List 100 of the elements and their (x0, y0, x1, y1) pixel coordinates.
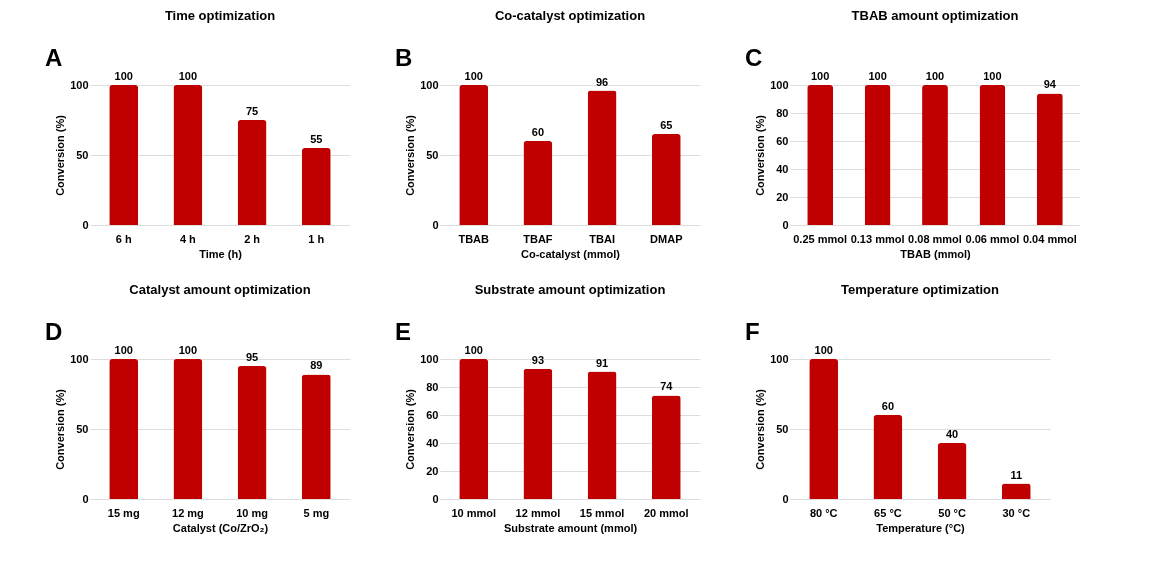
bar (237, 120, 267, 225)
y-tick-label: 0 (432, 492, 439, 505)
y-tick-label: 80 (776, 106, 789, 119)
y-tick-label: 0 (782, 492, 789, 505)
data-label: 100 (464, 70, 483, 82)
y-axis-title: Conversion (%) (754, 388, 767, 470)
y-tick-label: 40 (426, 436, 439, 449)
y-tick-label: 20 (426, 464, 439, 477)
data-label: 95 (245, 351, 259, 363)
y-tick-label: 100 (770, 78, 789, 91)
x-tick-label: 15 mmol (579, 506, 625, 519)
x-tick-label: TBAF (523, 232, 553, 245)
data-label: 100 (178, 70, 198, 82)
bar (173, 85, 203, 225)
x-tick-label: 10 mmol (451, 506, 497, 519)
x-tick-label: 0.13 mmol (850, 232, 905, 245)
chart-title: Co-catalyst optimization (494, 8, 646, 23)
bar (651, 134, 681, 225)
y-axis-title: Conversion (%) (54, 388, 67, 470)
data-label: 60 (531, 126, 545, 138)
y-tick-label: 100 (70, 352, 89, 365)
chart-title: Catalyst amount optimization (129, 282, 311, 297)
data-label: 40 (945, 428, 959, 440)
y-tick-label: 80 (426, 380, 439, 393)
y-axis-title: Conversion (%) (54, 114, 67, 196)
chart-title: Substrate amount optimization (474, 282, 666, 297)
x-axis-title: Substrate amount (mmol) (503, 521, 638, 534)
bar (651, 395, 681, 499)
bar (109, 359, 139, 499)
data-label: 100 (925, 70, 945, 82)
y-axis-title: Conversion (%) (404, 114, 417, 196)
x-tick-label: 12 mg (172, 506, 204, 519)
y-tick-label: 50 (76, 422, 89, 435)
x-axis-title: Time (h) (199, 247, 243, 260)
chart-title: Temperature optimization (841, 282, 1000, 297)
data-label: 100 (114, 70, 133, 82)
data-label: 100 (983, 70, 1002, 82)
data-label: 75 (245, 105, 259, 117)
text: E (395, 318, 412, 345)
text: A (45, 44, 63, 71)
x-tick-label: 10 mg (236, 506, 268, 519)
y-tick-label: 40 (776, 162, 789, 175)
x-tick-label: TBAI (589, 232, 615, 245)
bar (873, 415, 903, 499)
y-tick-label: 20 (776, 190, 789, 203)
text: C (745, 44, 763, 71)
y-tick-label: 100 (770, 352, 789, 365)
bar (459, 85, 489, 225)
bar (301, 374, 331, 499)
data-label: 55 (310, 133, 323, 145)
y-tick-label: 50 (76, 148, 89, 161)
data-label: 91 (595, 356, 609, 369)
chart-title: Time optimization (164, 8, 276, 23)
bar (523, 141, 553, 225)
bar (809, 359, 839, 499)
text: D (45, 318, 63, 345)
x-tick-label: 1 h (308, 232, 325, 245)
bar (587, 90, 617, 225)
x-tick-label: 5 mg (303, 506, 330, 519)
y-tick-label: 100 (70, 78, 89, 91)
y-tick-label: 50 (426, 148, 439, 161)
x-tick-label: TBAB (458, 232, 490, 245)
x-tick-label: 30 °C (1002, 506, 1031, 519)
x-tick-label: 0.08 mmol (908, 232, 962, 245)
data-label: 100 (114, 344, 133, 356)
text: B (395, 44, 413, 71)
bar (301, 148, 331, 225)
x-tick-label: 0.04 mmol (1022, 232, 1077, 245)
x-axis-title: TBAB (mmol) (900, 247, 971, 260)
bar (1001, 483, 1031, 499)
chart-title: TBAB amount optimization (851, 8, 1019, 23)
x-tick-label: 0.06 mmol (965, 232, 1020, 245)
y-axis-title: Conversion (%) (404, 388, 417, 470)
x-tick-label: 15 mg (107, 506, 140, 519)
bar (587, 371, 617, 499)
y-tick-label: 0 (82, 218, 89, 231)
data-label: 94 (1043, 78, 1057, 91)
bar (237, 366, 267, 499)
x-tick-label: 65 °C (874, 506, 902, 519)
text: F (745, 318, 760, 345)
data-label: 100 (810, 70, 830, 82)
x-tick-label: 2 h (244, 232, 261, 245)
data-label: 65 (660, 119, 673, 131)
x-tick-label: 12 mmol (515, 506, 561, 519)
y-tick-label: 50 (776, 422, 789, 435)
y-tick-label: 60 (776, 134, 789, 147)
y-axis-title: Conversion (%) (754, 114, 767, 196)
y-tick-label: 100 (420, 78, 439, 91)
data-label: 60 (881, 400, 895, 412)
y-tick-label: 0 (782, 218, 789, 231)
x-axis-title: Catalyst (Co/ZrO₂) (172, 521, 269, 534)
bar (937, 443, 967, 499)
y-tick-label: 100 (420, 352, 439, 365)
data-label: 100 (464, 344, 483, 356)
x-tick-label: 0.25 mmol (793, 232, 848, 245)
x-tick-label: 20 mmol (643, 506, 689, 519)
bar (523, 368, 553, 499)
data-label: 100 (814, 344, 833, 356)
data-label: 93 (531, 353, 545, 366)
x-axis-title: Co-catalyst (mmol) (520, 247, 621, 260)
